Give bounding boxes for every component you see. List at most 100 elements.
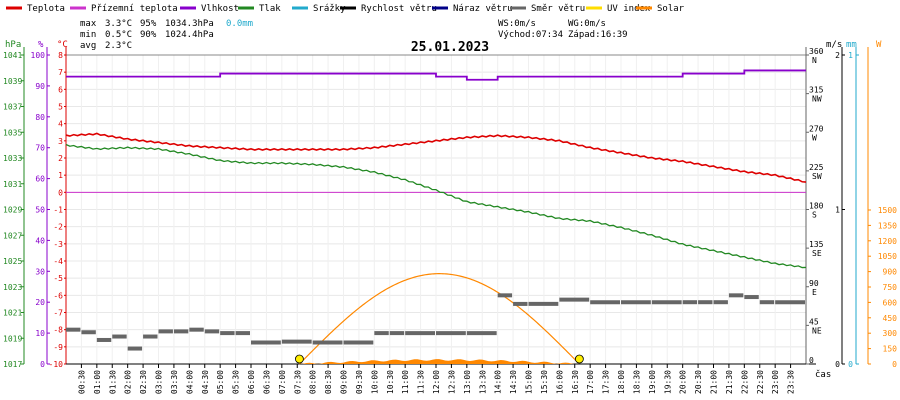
hum-tick-label: 0 bbox=[40, 360, 45, 369]
dir-tick-label: 270 bbox=[809, 124, 824, 133]
hum-tick-label: 80 bbox=[35, 113, 45, 122]
dir-tick-label: 360 bbox=[809, 47, 824, 56]
temp-tick-label: 5 bbox=[58, 103, 63, 112]
time-tick-label: 04:00 bbox=[185, 370, 194, 394]
time-tick-label: 18:30 bbox=[632, 370, 641, 394]
time-tick-label: 02:00 bbox=[124, 370, 133, 394]
stat-avg-label: avg bbox=[80, 41, 96, 51]
time-tick-label: 03:30 bbox=[170, 370, 179, 394]
time-unit: čas bbox=[815, 369, 831, 380]
press-tick-label: 1041 bbox=[3, 51, 22, 60]
temp-tick-label: 4 bbox=[58, 120, 63, 129]
solar-tick-label: 1200 bbox=[878, 237, 897, 246]
solar-tick-label: 150 bbox=[883, 345, 898, 354]
time-tick-label: 00:30 bbox=[77, 370, 86, 394]
time-tick-label: 12:30 bbox=[447, 370, 456, 394]
time-tick-label: 16:00 bbox=[555, 370, 564, 394]
legend-label: Solar bbox=[657, 4, 685, 14]
temp-tick-label: 2 bbox=[58, 154, 63, 163]
axis-units: hPa % °C m/s mm W čas bbox=[5, 40, 882, 380]
hum-tick-label: 10 bbox=[35, 329, 45, 338]
temp-tick-label: -10 bbox=[49, 360, 64, 369]
time-tick-label: 08:30 bbox=[324, 370, 333, 394]
pressure-line bbox=[65, 143, 807, 269]
press-tick-label: 1037 bbox=[3, 103, 22, 112]
solar-tick-label: 1500 bbox=[878, 206, 897, 215]
solar-unit: W bbox=[876, 40, 882, 50]
hum-tick-label: 90 bbox=[35, 82, 45, 91]
time-tick-label: 16:30 bbox=[571, 370, 580, 394]
time-tick-label: 07:30 bbox=[293, 370, 302, 394]
stat-min-label: min bbox=[80, 30, 96, 40]
temp-unit: °C bbox=[57, 40, 68, 50]
temp-tick-label: -3 bbox=[53, 240, 63, 249]
hum-tick-label: 50 bbox=[35, 206, 45, 215]
time-tick-label: 08:00 bbox=[309, 370, 318, 394]
legend-label: Teplota bbox=[27, 4, 65, 14]
press-tick-label: 1033 bbox=[3, 154, 22, 163]
time-tick-label: 13:00 bbox=[463, 370, 472, 394]
time-tick-label: 03:00 bbox=[155, 370, 164, 394]
temp-tick-label: 3 bbox=[58, 137, 63, 146]
solar-tick-label: 750 bbox=[883, 283, 898, 292]
hum-tick-label: 20 bbox=[35, 298, 45, 307]
solar-line bbox=[298, 273, 579, 365]
time-tick-label: 11:30 bbox=[417, 370, 426, 394]
press-tick-label: 1023 bbox=[3, 283, 22, 292]
temp-tick-label: -8 bbox=[53, 326, 63, 335]
time-tick-label: 06:30 bbox=[262, 370, 271, 394]
temp-tick-label: -5 bbox=[53, 274, 63, 283]
grid bbox=[66, 54, 806, 365]
press-tick-label: 1027 bbox=[3, 231, 22, 240]
time-tick-label: 19:00 bbox=[648, 370, 657, 394]
dir-tick-label: 315 bbox=[809, 86, 824, 95]
legend-label: Vlhkost bbox=[201, 4, 239, 14]
stat-min-press: 1024.4hPa bbox=[165, 30, 214, 40]
time-tick-label: 01:00 bbox=[93, 370, 102, 394]
hum-unit: % bbox=[38, 40, 44, 50]
dir-tick-name: NW bbox=[812, 95, 822, 104]
press-tick-label: 1021 bbox=[3, 309, 22, 318]
dir-tick-label: 180 bbox=[809, 202, 824, 211]
press-tick-label: 1031 bbox=[3, 180, 22, 189]
time-tick-label: 23:30 bbox=[787, 370, 796, 394]
press-tick-label: 1019 bbox=[3, 334, 22, 343]
time-tick-label: 17:00 bbox=[586, 370, 595, 394]
rain-tick-label: 1 bbox=[848, 51, 853, 60]
wind-tick-label: 0 bbox=[835, 360, 840, 369]
stats-block: max 3.3°C 95% 1034.3hPa 0.0mm min 0.5°C … bbox=[80, 19, 253, 51]
stat-max-hum: 95% bbox=[140, 19, 157, 29]
temp-tick-label: -2 bbox=[53, 223, 63, 232]
wind-unit: m/s bbox=[826, 40, 842, 50]
temperature-line bbox=[65, 132, 807, 183]
time-tick-label: 10:30 bbox=[386, 370, 395, 394]
solar-tick-label: 300 bbox=[883, 329, 898, 338]
time-tick-label: 05:30 bbox=[232, 370, 241, 394]
time-tick-label: 04:30 bbox=[201, 370, 210, 394]
info-sunrise: Východ:07:34 bbox=[498, 30, 563, 40]
hum-tick-label: 70 bbox=[35, 144, 45, 153]
temp-tick-label: -9 bbox=[53, 343, 63, 352]
hum-tick-label: 60 bbox=[35, 175, 45, 184]
hum-tick-label: 100 bbox=[31, 51, 46, 60]
temp-tick-label: 6 bbox=[58, 85, 63, 94]
legend-label: Směr větru bbox=[531, 4, 585, 14]
dir-tick-label: 135 bbox=[809, 240, 824, 249]
dir-tick-name: W bbox=[812, 133, 817, 142]
dir-tick-label: 225 bbox=[809, 163, 824, 172]
press-tick-label: 1039 bbox=[3, 77, 22, 86]
solar-tick-label: 1050 bbox=[878, 252, 897, 261]
time-tick-label: 21:00 bbox=[710, 370, 719, 394]
solar-fill bbox=[299, 359, 580, 364]
press-tick-label: 1035 bbox=[3, 128, 22, 137]
axes: 1041103910371035103310311029102710251023… bbox=[3, 47, 897, 394]
info-wg: WG:0m/s bbox=[568, 19, 606, 29]
temp-tick-label: 8 bbox=[58, 51, 63, 60]
dir-tick-name: SE bbox=[812, 249, 822, 258]
wind-tick-label: 1 bbox=[835, 206, 840, 215]
legend-label: Tlak bbox=[259, 4, 281, 14]
temp-tick-label: -6 bbox=[53, 291, 63, 300]
legend-label: UV index bbox=[607, 4, 651, 14]
chart-title: 25.01.2023 bbox=[411, 40, 489, 55]
